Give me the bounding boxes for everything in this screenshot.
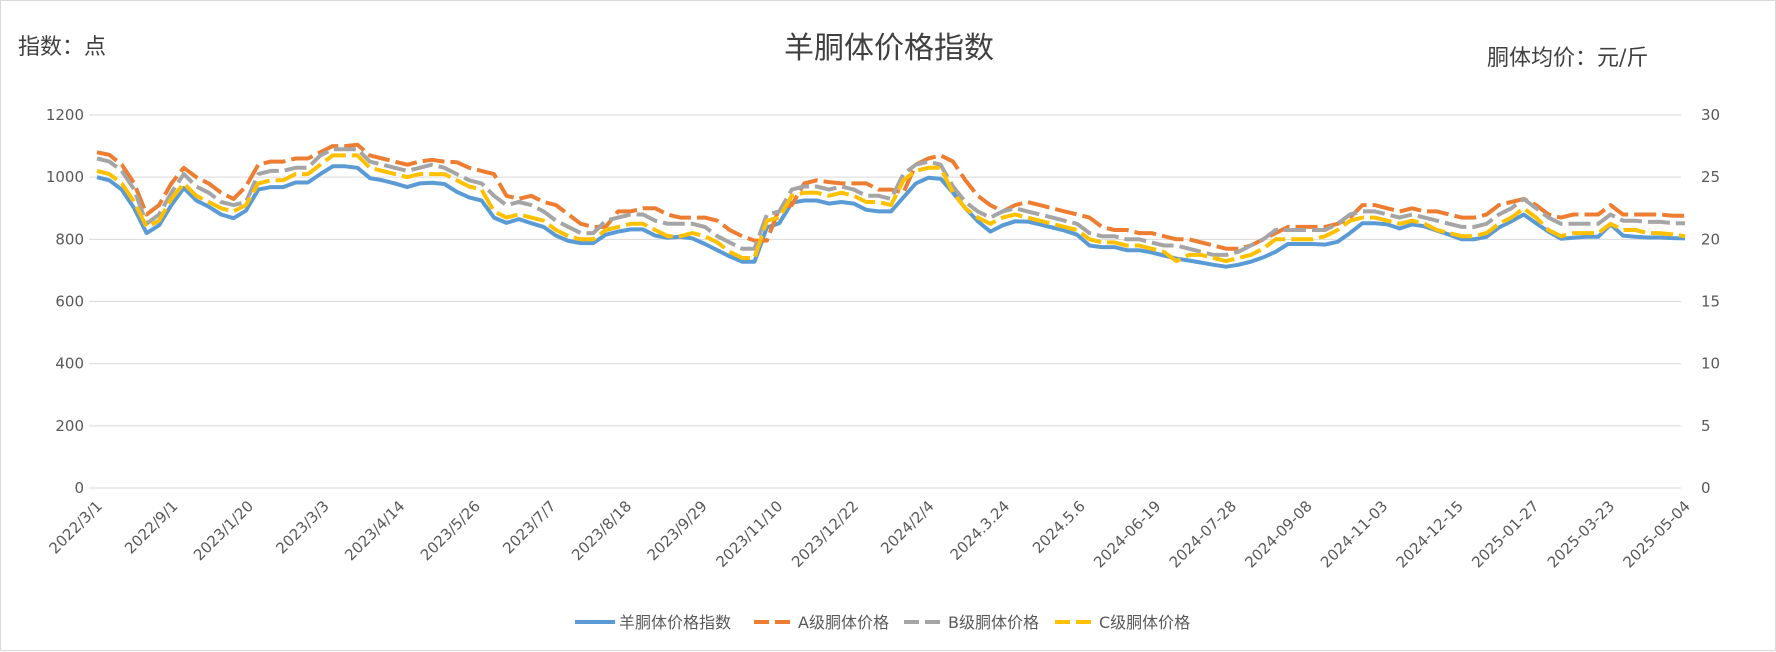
left-y-tick-label: 0: [74, 479, 84, 497]
legend-label-1: A级胴体价格: [798, 613, 889, 632]
x-tick-label: 2024/2/4: [877, 497, 937, 557]
x-tick-label: 2025-01-27: [1468, 497, 1542, 571]
x-tick-label: 2023/7/7: [499, 497, 559, 557]
x-tick-label: 2024-09-08: [1241, 497, 1315, 571]
x-tick-label: 2024.5.6: [1029, 497, 1089, 557]
x-tick-label: 2023/1/20: [190, 497, 257, 564]
series-line-1: [96, 142, 1685, 251]
x-tick-label: 2023/9/29: [644, 497, 711, 564]
series-line-0: [96, 164, 1686, 269]
left-y-tick-label: 800: [55, 230, 84, 248]
series-line-3: [96, 153, 1686, 264]
x-tick-label: 2023/12/22: [788, 497, 862, 571]
x-tick-label: 2023/5/26: [417, 497, 484, 564]
x-tick-label: 2024.3.24: [947, 497, 1014, 564]
x-tick-label: 2024-07-28: [1166, 497, 1240, 571]
right-y-tick-label: 10: [1701, 355, 1720, 373]
left-y-tick-label: 200: [55, 417, 84, 435]
right-y-tick-label: 15: [1701, 293, 1720, 311]
x-tick-label: 2025-05-04: [1619, 497, 1693, 571]
legend-label-0: 羊胴体价格指数: [619, 613, 731, 632]
x-tick-label: 2024-12-15: [1393, 497, 1467, 571]
x-tick-label: 2022/9/1: [121, 497, 181, 557]
left-y-tick-label: 1200: [46, 106, 84, 124]
left-axis-unit-label: 指数：点: [18, 35, 107, 60]
x-tick-label: 2023/4/14: [341, 497, 408, 564]
legend-label-3: C级胴体价格: [1099, 613, 1190, 632]
x-tick-label: 2024-06-19: [1090, 497, 1164, 571]
right-y-tick-label: 0: [1701, 479, 1711, 497]
right-y-tick-label: 25: [1701, 168, 1720, 186]
chart-title: 羊胴体价格指数: [784, 31, 994, 66]
right-axis-unit-label: 胴体均价：元/斤: [1487, 46, 1649, 71]
right-y-tick-label: 30: [1701, 106, 1720, 124]
series-line-2: [96, 147, 1685, 257]
left-y-tick-label: 400: [55, 355, 84, 373]
x-tick-label: 2022/3/1: [45, 497, 105, 557]
left-y-tick-label: 1000: [46, 168, 84, 186]
left-y-tick-label: 600: [55, 293, 84, 311]
x-tick-label: 2023/11/10: [713, 497, 787, 571]
x-tick-label: 2024-11-03: [1317, 497, 1391, 571]
x-tick-label: 2023/8/18: [568, 497, 635, 564]
right-y-tick-label: 5: [1701, 417, 1711, 435]
x-tick-label: 2023/3/3: [272, 497, 332, 557]
legend-label-2: B级胴体价格: [948, 613, 1039, 632]
x-tick-label: 2025-03-23: [1544, 497, 1618, 571]
right-y-tick-label: 20: [1701, 230, 1720, 248]
